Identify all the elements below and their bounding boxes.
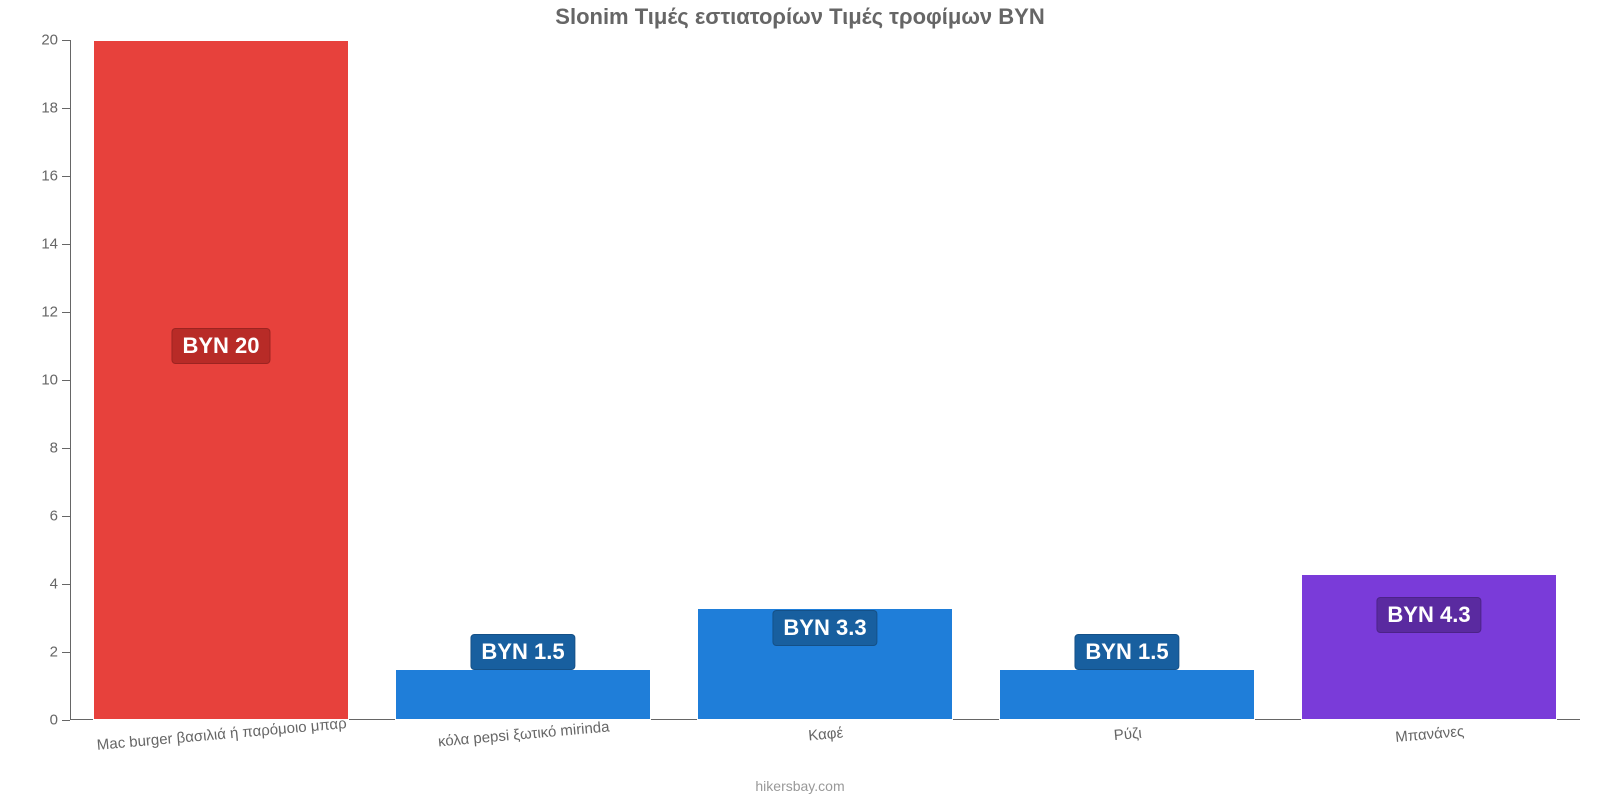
watermark: hikersbay.com [0, 778, 1600, 794]
bar-value-label: BYN 20 [171, 328, 270, 364]
bar-value-label: BYN 1.5 [470, 634, 575, 670]
y-tick-label: 10 [41, 372, 58, 389]
y-tick [62, 108, 70, 109]
y-tick-label: 4 [50, 576, 58, 593]
y-tick [62, 380, 70, 381]
price-bar-chart: Slonim Τιμές εστιατορίων Τιμές τροφίμων … [0, 0, 1600, 800]
y-tick-label: 14 [41, 236, 58, 253]
y-tick [62, 40, 70, 41]
y-tick-label: 8 [50, 440, 58, 457]
y-tick [62, 312, 70, 313]
y-tick [62, 516, 70, 517]
y-tick-label: 16 [41, 168, 58, 185]
bar-value-label: BYN 1.5 [1074, 634, 1179, 670]
bar-value-label: BYN 4.3 [1376, 597, 1481, 633]
bar [93, 40, 350, 720]
y-tick [62, 448, 70, 449]
y-axis [70, 40, 71, 720]
y-tick-label: 18 [41, 100, 58, 117]
y-tick [62, 720, 70, 721]
y-tick [62, 584, 70, 585]
bar [395, 669, 652, 720]
plot-area: 02468101214161820BYN 20Mac burger βασιλι… [70, 40, 1580, 720]
x-tick-label: κόλα pepsi ξωτικό mirinda [437, 719, 610, 751]
x-tick-label: Ρύζι [1113, 725, 1142, 744]
y-tick [62, 652, 70, 653]
y-tick [62, 244, 70, 245]
y-tick-label: 12 [41, 304, 58, 321]
bar-value-label: BYN 3.3 [772, 610, 877, 646]
y-tick [62, 176, 70, 177]
chart-title: Slonim Τιμές εστιατορίων Τιμές τροφίμων … [0, 4, 1600, 30]
y-tick-label: 2 [50, 644, 58, 661]
x-tick-label: Καφέ [808, 724, 844, 744]
y-tick-label: 6 [50, 508, 58, 525]
y-tick-label: 20 [41, 32, 58, 49]
x-tick-label: Μπανάνες [1395, 723, 1465, 746]
y-tick-label: 0 [50, 712, 58, 729]
x-tick-label: Mac burger βασιλιά ή παρόμοιο μπαρ [96, 715, 347, 754]
bar [999, 669, 1256, 720]
